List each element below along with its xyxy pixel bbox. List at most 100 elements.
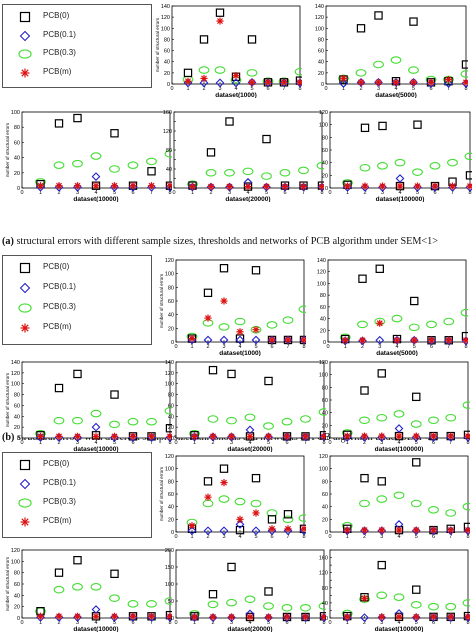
x-tick-label: 7 xyxy=(304,440,307,446)
data-point-ellipse xyxy=(261,172,272,180)
data-point-square xyxy=(251,266,261,275)
y-tick-label: 100 xyxy=(317,281,326,287)
chart-panel-12: 0 20 40 60 80 100 120 0 1 2 3 4 5 6 7 8 xyxy=(319,454,470,540)
data-point-asterisk xyxy=(204,493,212,501)
data-point-diamond xyxy=(215,78,225,88)
x-tick-label: 8 xyxy=(468,190,471,196)
x-tick-label: 4 xyxy=(248,440,251,446)
x-tick-label: 0 xyxy=(20,440,23,446)
y-tick-label: 50 xyxy=(168,599,174,605)
data-point-ellipse xyxy=(298,514,306,522)
caption-a: (a) structural errors with different sam… xyxy=(2,236,438,247)
data-point-asterisk xyxy=(188,182,197,191)
data-point-asterisk xyxy=(225,182,234,191)
legend-entry: PCB(m) xyxy=(3,320,151,338)
x-tick-label: 8 xyxy=(464,344,467,350)
data-point-ellipse xyxy=(391,314,403,323)
legend-marker xyxy=(19,478,31,490)
x-tick-label: 4 xyxy=(246,190,249,196)
x-tick-label: 4 xyxy=(94,440,97,446)
data-point-ellipse xyxy=(214,66,226,74)
y-tick-label: 0 xyxy=(323,340,326,346)
y-tick-label: 140 xyxy=(11,360,20,366)
data-point-square xyxy=(54,383,64,393)
data-point-square xyxy=(251,473,261,483)
data-point-diamond xyxy=(279,78,289,88)
x-tick-label: 2 xyxy=(57,620,60,626)
data-point-ellipse xyxy=(376,413,388,422)
data-point-asterisk xyxy=(343,526,351,534)
y-tick-label: 0 xyxy=(17,436,20,442)
x-tick-label: 2 xyxy=(363,620,366,626)
data-point-asterisk xyxy=(427,336,436,344)
data-point-ellipse xyxy=(393,491,405,500)
x-tick-label: 4 xyxy=(234,86,237,92)
y-tick-label: 160 xyxy=(319,556,328,562)
data-point-diamond xyxy=(262,182,271,192)
data-point-asterisk xyxy=(262,182,271,191)
data-point-asterisk xyxy=(395,432,403,440)
data-point-asterisk xyxy=(360,526,369,534)
data-point-ellipse xyxy=(205,169,217,177)
y-tick-label: 60 xyxy=(164,49,170,55)
data-point-diamond xyxy=(227,432,236,442)
x-axis-label: dataset(100000) xyxy=(375,446,424,452)
x-tick-label: 0 xyxy=(328,534,331,540)
x-tick-label: 0 xyxy=(20,190,23,196)
data-point-ellipse xyxy=(282,515,294,524)
chart-panel-11: 0 20 40 60 80 100 120 0 1 2 3 4 5 6 7 8 number of struct… xyxy=(159,454,306,540)
data-point-ellipse xyxy=(127,417,139,426)
data-point-asterisk xyxy=(343,182,352,190)
legend-marker xyxy=(19,282,31,294)
y-tick-label: 40 xyxy=(318,60,324,66)
legend-label: PCB(m) xyxy=(43,322,72,331)
data-point-asterisk xyxy=(283,613,291,621)
caption-b-letter: (b) xyxy=(2,432,15,443)
x-tick-label: 2 xyxy=(202,86,205,92)
data-point-ellipse xyxy=(72,159,83,168)
x-tick-label: 3 xyxy=(380,620,383,626)
x-tick-label: 1 xyxy=(193,440,196,446)
y-tick-label: 0 xyxy=(325,186,328,192)
data-point-square xyxy=(377,477,386,486)
y-tick-label: 150 xyxy=(165,565,174,571)
x-tick-label: 7 xyxy=(286,344,289,350)
y-tick-label: 100 xyxy=(165,272,174,278)
y-tick-label: 0 xyxy=(171,616,174,622)
data-point-asterisk xyxy=(357,78,365,86)
data-point-asterisk xyxy=(36,612,45,620)
data-point-asterisk xyxy=(320,432,326,440)
data-point-diamond xyxy=(208,432,218,442)
data-point-diamond xyxy=(91,172,101,181)
data-point-asterisk xyxy=(281,182,289,191)
y-tick-label: 140 xyxy=(317,258,326,264)
data-point-asterisk xyxy=(396,182,404,190)
y-tick-label: 60 xyxy=(318,49,324,55)
y-tick-label: 60 xyxy=(320,305,326,311)
data-point-asterisk xyxy=(343,432,351,440)
data-point-ellipse xyxy=(462,502,470,511)
x-tick-label: 0 xyxy=(174,344,177,350)
data-point-ellipse xyxy=(294,67,302,76)
legend-b: PCB(0) PCB(0.1) PCB(0.3) PCB(m) xyxy=(2,255,152,345)
asterisk-marker-icon xyxy=(20,323,30,333)
data-point-asterisk xyxy=(209,613,217,621)
data-point-ellipse xyxy=(146,417,157,426)
data-point-ellipse xyxy=(90,409,102,418)
x-tick-label: 7 xyxy=(150,440,153,446)
x-tick-label: 5 xyxy=(415,440,418,446)
data-point-square xyxy=(235,525,245,535)
x-tick-label: 2 xyxy=(211,440,214,446)
legend-entry: PCB(0) xyxy=(3,457,151,475)
data-point-asterisk xyxy=(73,182,82,190)
x-tick-label: 5 xyxy=(413,344,416,350)
data-point-asterisk xyxy=(378,526,386,534)
data-point-square xyxy=(358,274,367,283)
data-point-ellipse xyxy=(410,499,422,508)
data-point-ellipse xyxy=(164,150,172,158)
x-tick-label: 6 xyxy=(429,86,432,92)
y-tick-label: 0 xyxy=(325,436,328,442)
data-point-diamond xyxy=(203,526,213,536)
data-point-ellipse xyxy=(298,166,309,175)
x-tick-label: 6 xyxy=(266,86,269,92)
